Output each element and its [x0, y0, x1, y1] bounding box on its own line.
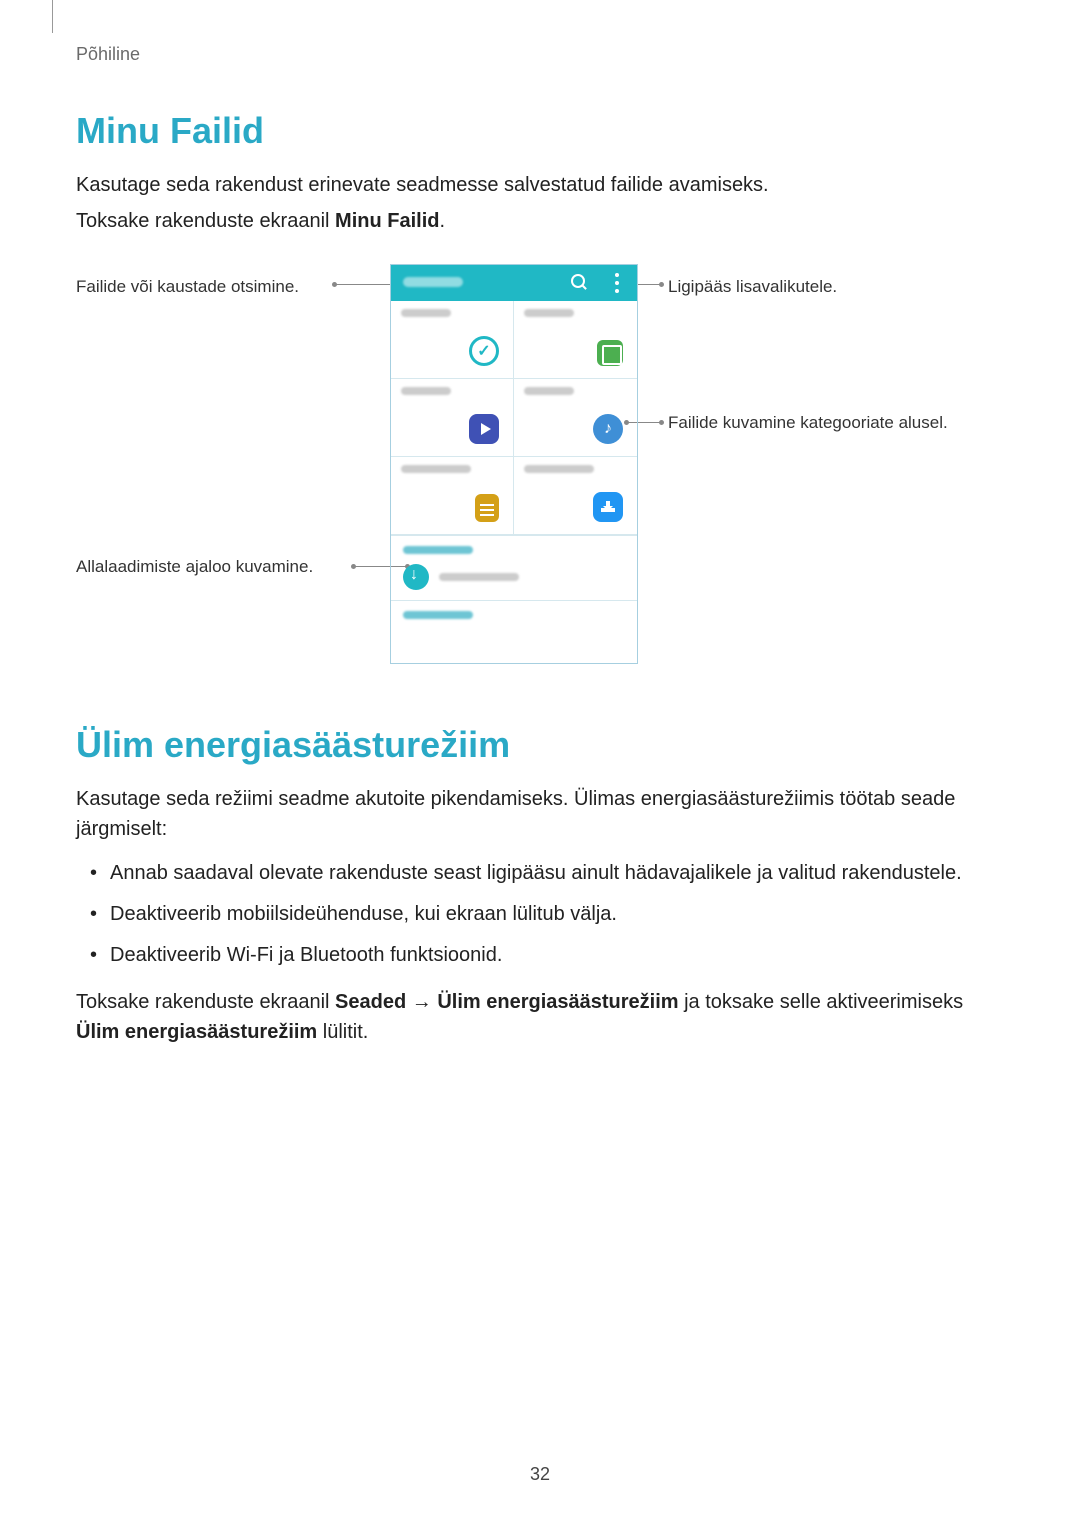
content-area: Minu Failid Kasutage seda rakendust erin…: [76, 110, 1004, 1053]
outro-b3: Ülim energiasäästurežiim: [76, 1021, 317, 1043]
images-icon: [597, 340, 623, 366]
download-icon: [403, 564, 429, 590]
outro-b2: Ülim energiasäästurežiim: [437, 991, 678, 1013]
audio-icon: [593, 414, 623, 444]
callout-downloads: Allalaadimiste ajaloo kuvamine.: [76, 556, 356, 578]
cell-label: [524, 387, 574, 395]
section2-title: Ülim energiasäästurežiim: [76, 724, 1004, 766]
search-icon[interactable]: [571, 274, 587, 290]
recent-files-icon: [469, 336, 499, 366]
cell-label: [524, 465, 594, 473]
header-label: Põhiline: [76, 44, 140, 65]
download-row[interactable]: [403, 564, 625, 590]
videos-icon: [469, 414, 499, 444]
phone-mock: [390, 264, 638, 664]
section-title-blur: [403, 546, 473, 554]
callout-search: Failide või kaustade otsimine.: [76, 276, 336, 298]
bullet-list: Annab saadaval olevate rakenduste seast …: [76, 858, 1004, 971]
outro-pre: Toksake rakenduste ekraanil: [76, 991, 335, 1013]
phone-grid: [391, 301, 637, 536]
section-title-blur: [403, 611, 473, 619]
phone-titlebar: [391, 265, 637, 301]
callout-categories: Failide kuvamine kategooriate alusel.: [668, 412, 948, 434]
cell-recent[interactable]: [391, 301, 514, 379]
bullet-3: Deaktiveerib Wi-Fi ja Bluetooth funktsio…: [76, 940, 1004, 971]
diagram: Failide või kaustade otsimine. Allalaadi…: [76, 264, 1004, 664]
cell-label: [401, 465, 471, 473]
section2-outro: Toksake rakenduste ekraanil Seaded → Üli…: [76, 987, 1004, 1047]
more-icon[interactable]: [615, 273, 619, 293]
downloaded-icon: [593, 492, 623, 522]
callout-more: Ligipääs lisavalikutele.: [668, 276, 837, 298]
outro-b1: Seaded: [335, 991, 406, 1013]
cell-videos[interactable]: [391, 379, 514, 457]
section1-p2: Toksake rakenduste ekraanil Minu Failid.: [76, 206, 1004, 236]
outro-post: lülitit.: [317, 1021, 368, 1043]
p2-bold: Minu Failid: [335, 210, 439, 232]
download-label-blur: [439, 573, 519, 581]
download-history-section: [391, 536, 637, 601]
documents-icon: [475, 494, 499, 522]
storage-section: [391, 601, 637, 639]
section1-p1: Kasutage seda rakendust erinevate seadme…: [76, 170, 1004, 200]
cell-label: [401, 387, 451, 395]
p2-post: .: [439, 210, 445, 232]
bullet-1: Annab saadaval olevate rakenduste seast …: [76, 858, 1004, 889]
section2: Ülim energiasäästurežiim Kasutage seda r…: [76, 724, 1004, 1047]
cell-label: [401, 309, 451, 317]
phone-title-blur: [403, 277, 463, 287]
section1-title: Minu Failid: [76, 110, 1004, 152]
cell-documents[interactable]: [391, 457, 514, 535]
cell-images[interactable]: [514, 301, 637, 379]
section2-intro: Kasutage seda režiimi seadme akutoite pi…: [76, 784, 1004, 844]
page-number: 32: [0, 1464, 1080, 1485]
outro-arrow: →: [406, 991, 437, 1013]
cell-label: [524, 309, 574, 317]
cell-downloaded[interactable]: [514, 457, 637, 535]
p2-pre: Toksake rakenduste ekraanil: [76, 210, 335, 232]
cell-audio[interactable]: [514, 379, 637, 457]
bullet-2: Deaktiveerib mobiilsideühenduse, kui ekr…: [76, 899, 1004, 930]
outro-mid: ja toksake selle aktiveerimiseks: [679, 991, 964, 1013]
margin-line: [52, 0, 53, 33]
